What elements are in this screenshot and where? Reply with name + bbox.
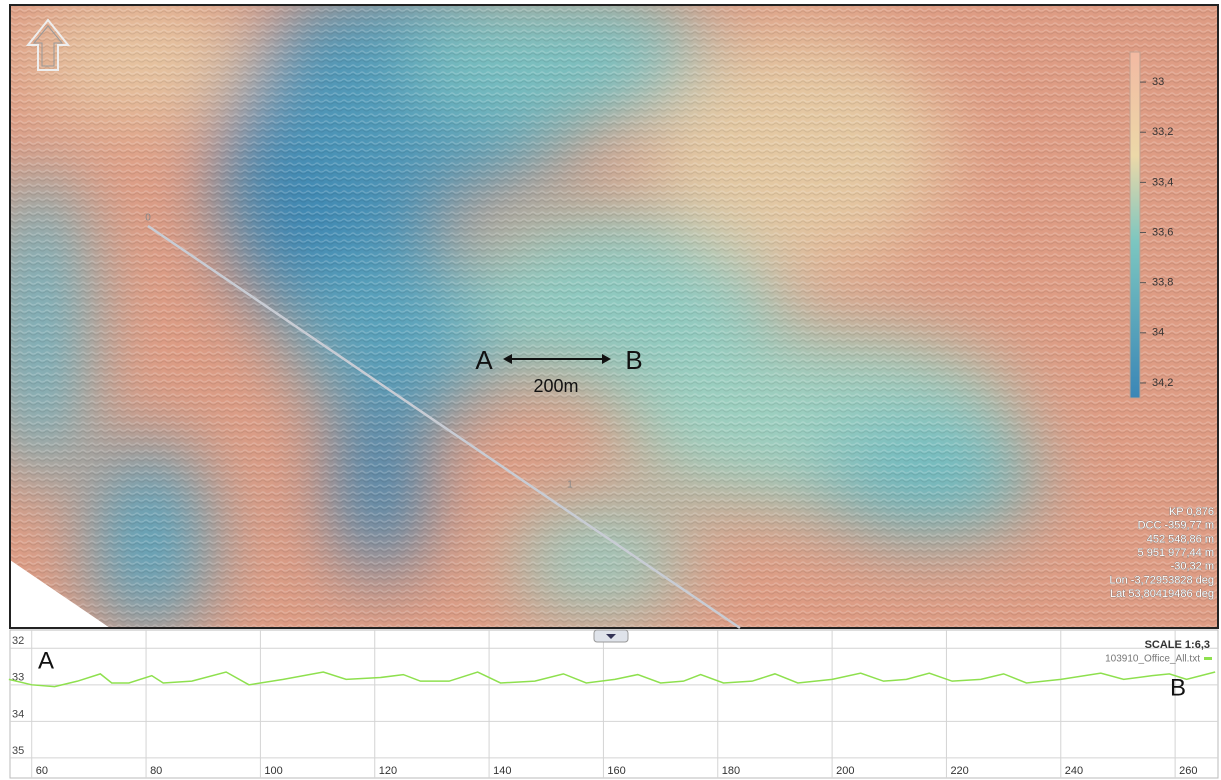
route-marker: 1 (567, 480, 573, 491)
colorbar-label: 33,8 (1152, 277, 1173, 289)
readout-line: DCC -359,77 m (1138, 520, 1214, 532)
readout-line: Lon -3,72953828 deg (1109, 574, 1214, 586)
legend-label: 103910_Office_All.txt (1105, 654, 1200, 665)
colorbar-label: 33,4 (1152, 176, 1173, 188)
colorbar-label: 34 (1152, 327, 1164, 339)
y-tick-label: 34 (12, 708, 24, 720)
readout-line: -30,32 m (1171, 561, 1214, 573)
profile-panel (10, 630, 1218, 778)
scale-label: SCALE 1:6,3 (1145, 639, 1210, 651)
colorbar (1130, 52, 1140, 398)
annotation-a: A (475, 345, 493, 375)
route-marker: 0 (145, 213, 151, 224)
readout-line: Lat 53,80419486 deg (1110, 588, 1214, 600)
colorbar-label: 33,2 (1152, 126, 1173, 138)
map-surface (0, 0, 1218, 640)
readout-line: 5 951 977,44 m (1138, 547, 1214, 559)
readout-line: 452 548,86 m (1147, 533, 1214, 545)
annotation-b: B (625, 345, 642, 375)
screen: 0 1 A B 200m KP 0,876 DCC -359,77 m452 54… (0, 0, 1221, 780)
x-tick-label: 100 (264, 765, 282, 777)
distance-label: 200m (533, 376, 578, 396)
annotation-a: A (38, 647, 54, 674)
x-tick-label: 140 (493, 765, 511, 777)
colorbar-label: 33,6 (1152, 226, 1173, 238)
x-tick-label: 80 (150, 765, 162, 777)
legend-swatch (1204, 657, 1212, 660)
x-tick-label: 220 (950, 765, 968, 777)
annotation-b: B (1170, 674, 1186, 701)
y-tick-label: 35 (12, 745, 24, 757)
colorbar-label: 33 (1152, 76, 1164, 88)
x-tick-label: 120 (379, 765, 397, 777)
colorbar-label: 34,2 (1152, 377, 1173, 389)
x-tick-label: 180 (722, 765, 740, 777)
x-tick-label: 260 (1179, 765, 1197, 777)
x-tick-label: 240 (1065, 765, 1083, 777)
x-tick-label: 160 (607, 765, 625, 777)
x-tick-label: 200 (836, 765, 854, 777)
readout-line: KP 0,876 (1169, 506, 1214, 518)
x-tick-label: 60 (36, 765, 48, 777)
y-tick-label: 32 (12, 635, 24, 647)
